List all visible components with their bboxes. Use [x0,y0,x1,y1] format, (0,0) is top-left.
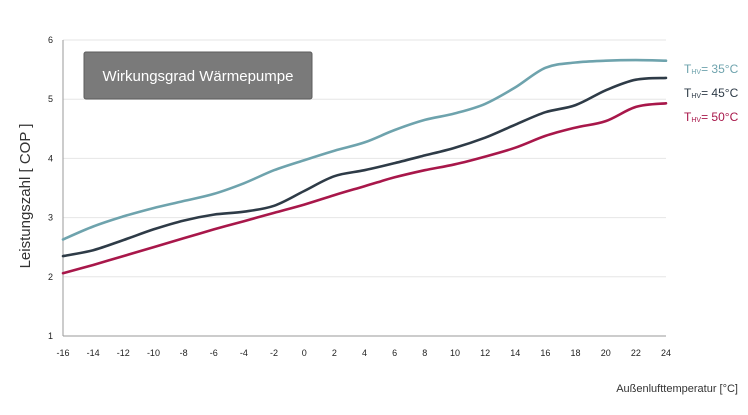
y-tick-label: 5 [48,94,53,104]
legend-entry: THV= 35°C [684,62,739,76]
x-tick-label: 20 [601,348,611,358]
x-tick-label: 14 [510,348,520,358]
x-tick-label: 0 [302,348,307,358]
series-lines [61,58,668,275]
x-tick-label: 16 [540,348,550,358]
x-tick-label: -6 [210,348,218,358]
x-axis-label: Außenlufttemperatur [°C] [616,383,738,395]
x-tick-label: -12 [117,348,130,358]
x-tick-label: 6 [392,348,397,358]
series-line [61,76,668,258]
y-tick-label: 6 [48,35,53,45]
axes [62,40,666,337]
y-tick-labels: 1 2 3 4 5 6 [48,35,53,341]
x-tick-label: 10 [450,348,460,358]
x-tick-labels: -16 -14 -12 -10 -8 -6 -4 -2 0 2 4 6 8 10 12 14 16 18 20 22 2… [56,348,671,358]
y-tick-label: 2 [48,272,53,282]
x-tick-label: 22 [631,348,641,358]
chart-title-box: Wirkungsgrad Wärmepumpe [83,51,313,100]
x-tick-label: 12 [480,348,490,358]
series-line [61,58,668,241]
x-tick-label: -16 [56,348,69,358]
x-tick-label: 8 [422,348,427,358]
title-box-background [83,51,313,100]
x-tick-label: 24 [661,348,671,358]
y-tick-label: 1 [48,331,53,341]
legend: THV= 35°C THV= 45°C THV= 50°C [684,62,739,124]
y-tick-label: 3 [48,213,53,223]
x-tick-label: 4 [362,348,367,358]
x-tick-label: 2 [332,348,337,358]
x-tick-label: -8 [180,348,188,358]
x-tick-label: -4 [240,348,248,358]
y-axis-label: Leistungszahl [ COP ] [17,124,34,269]
x-tick-label: -2 [270,348,278,358]
legend-entry: THV= 45°C [684,86,739,100]
x-tick-label: 18 [571,348,581,358]
series-line [61,102,668,275]
y-tick-label: 4 [48,153,53,163]
legend-entry: THV= 50°C [684,110,739,124]
x-tick-label: -10 [147,348,160,358]
x-tick-label: -14 [87,348,100,358]
chart-title: Wirkungsgrad Wärmepumpe [103,68,294,85]
